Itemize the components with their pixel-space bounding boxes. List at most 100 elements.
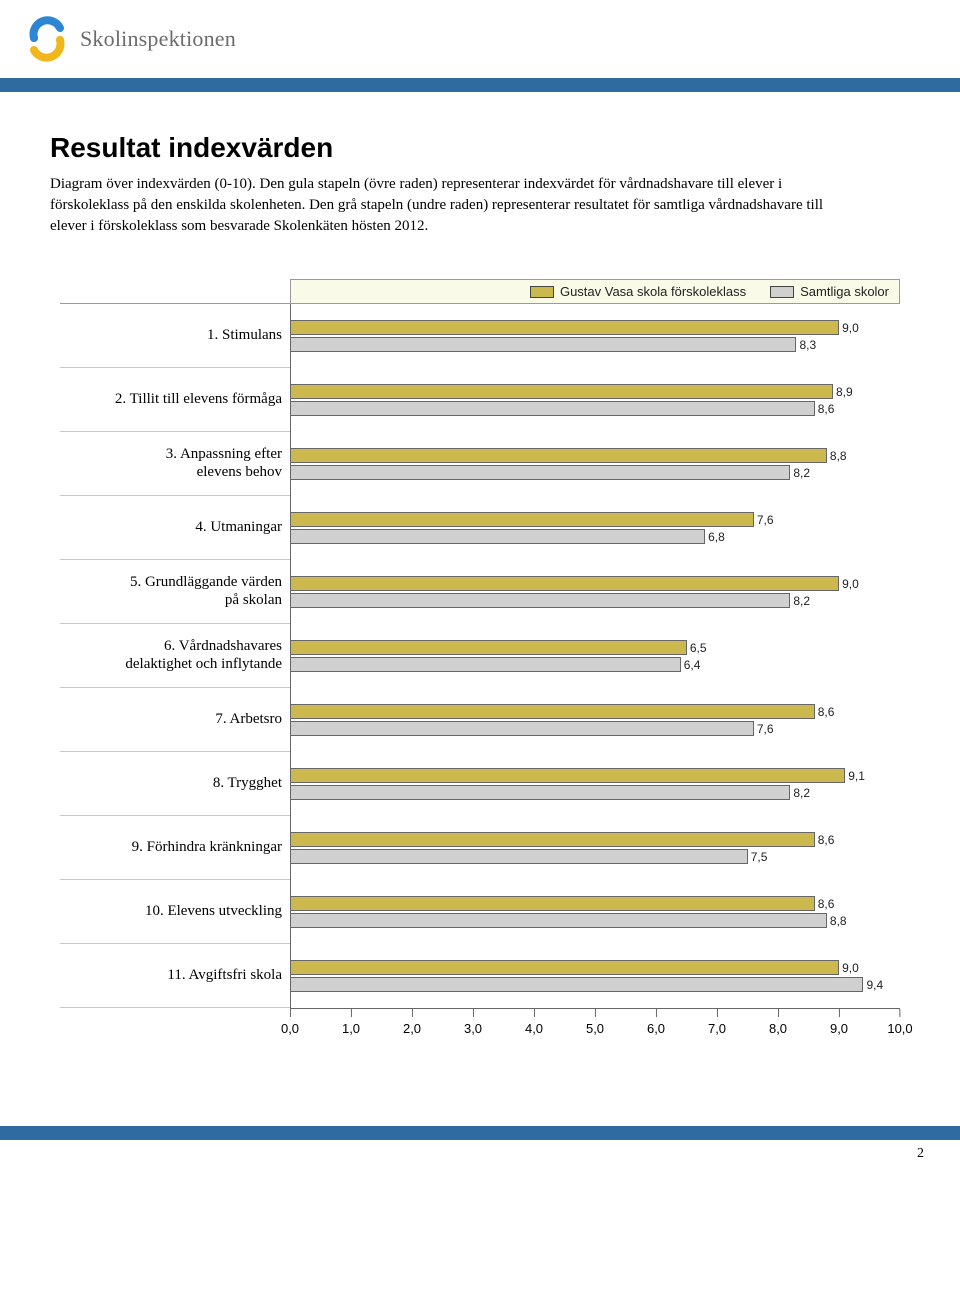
chart: Gustav Vasa skola förskoleklass Samtliga… xyxy=(50,279,910,1046)
x-axis: 0,01,02,03,04,05,06,07,08,09,010,0 xyxy=(60,1008,900,1046)
footer-bar xyxy=(0,1126,960,1140)
x-tick-label: 7,0 xyxy=(708,1021,726,1036)
row-bars: 9,1 8,2 xyxy=(290,752,900,816)
chart-row: 5. Grundläggande värdenpå skolan9,08,2 xyxy=(60,560,900,624)
bar-value-label: 8,6 xyxy=(814,402,835,416)
row-label: 10. Elevens utveckling xyxy=(60,880,290,944)
bar-series1: 9,0 xyxy=(291,576,839,591)
chart-row: 7. Arbetsro8,67,6 xyxy=(60,688,900,752)
row-label: 5. Grundläggande värdenpå skolan xyxy=(60,560,290,624)
row-bars: 9,0 8,3 xyxy=(290,304,900,368)
bar-series2: 7,6 xyxy=(291,721,754,736)
bar-value-label: 8,6 xyxy=(814,897,835,911)
intro-paragraph: Diagram över indexvärden (0-10). Den gul… xyxy=(50,174,830,237)
bar-value-label: 9,0 xyxy=(838,321,859,335)
bar-value-label: 8,3 xyxy=(795,338,816,352)
row-label: 4. Utmaningar xyxy=(60,496,290,560)
legend-label-2: Samtliga skolor xyxy=(800,284,889,299)
x-tick-label: 5,0 xyxy=(586,1021,604,1036)
chart-row: 6. Vårdnadshavaresdelaktighet och inflyt… xyxy=(60,624,900,688)
bar-series1: 8,9 xyxy=(291,384,833,399)
row-bars: 6,5 6,4 xyxy=(290,624,900,688)
bar-series2: 8,2 xyxy=(291,593,790,608)
bar-series2: 9,4 xyxy=(291,977,863,992)
chart-row: 1. Stimulans9,08,3 xyxy=(60,304,900,368)
legend-label-1: Gustav Vasa skola förskoleklass xyxy=(560,284,746,299)
x-tick-label: 3,0 xyxy=(464,1021,482,1036)
bar-series2: 6,8 xyxy=(291,529,705,544)
bar-value-label: 8,9 xyxy=(832,385,853,399)
bar-series1: 9,1 xyxy=(291,768,845,783)
chart-row: 10. Elevens utveckling8,68,8 xyxy=(60,880,900,944)
x-tick: 10,0 xyxy=(887,1009,912,1036)
row-bars: 8,9 8,6 xyxy=(290,368,900,432)
bar-value-label: 8,2 xyxy=(789,786,810,800)
bar-series1: 9,0 xyxy=(291,960,839,975)
x-tick-label: 4,0 xyxy=(525,1021,543,1036)
row-bars: 8,6 7,6 xyxy=(290,688,900,752)
bar-series2: 6,4 xyxy=(291,657,681,672)
chart-row: 11. Avgiftsfri skola9,09,4 xyxy=(60,944,900,1008)
x-tick-label: 6,0 xyxy=(647,1021,665,1036)
bar-value-label: 9,1 xyxy=(844,769,865,783)
row-label: 8. Trygghet xyxy=(60,752,290,816)
x-axis-scale: 0,01,02,03,04,05,06,07,08,09,010,0 xyxy=(290,1008,900,1046)
x-tick: 1,0 xyxy=(342,1009,360,1036)
bar-series1: 7,6 xyxy=(291,512,754,527)
chart-rows: 1. Stimulans9,08,32. Tillit till elevens… xyxy=(60,304,900,1008)
bar-series2: 8,2 xyxy=(291,785,790,800)
bar-series1: 8,6 xyxy=(291,704,815,719)
bar-series2: 7,5 xyxy=(291,849,748,864)
row-bars: 8,6 8,8 xyxy=(290,880,900,944)
legend-wrap: Gustav Vasa skola förskoleklass Samtliga… xyxy=(60,279,900,304)
logo: Skolinspektionen xyxy=(0,0,960,70)
legend-spacer xyxy=(60,279,290,304)
row-bars: 7,6 6,8 xyxy=(290,496,900,560)
x-tick-label: 9,0 xyxy=(830,1021,848,1036)
page-number: 2 xyxy=(0,1140,960,1182)
row-bars: 8,67,5 xyxy=(290,816,900,880)
row-label: 1. Stimulans xyxy=(60,304,290,368)
x-tick: 2,0 xyxy=(403,1009,421,1036)
legend-item-1: Gustav Vasa skola förskoleklass xyxy=(530,284,746,299)
bar-value-label: 8,6 xyxy=(814,705,835,719)
bar-series1: 6,5 xyxy=(291,640,687,655)
bar-value-label: 7,6 xyxy=(753,513,774,527)
bar-value-label: 9,0 xyxy=(838,961,859,975)
x-tick: 8,0 xyxy=(769,1009,787,1036)
row-label: 6. Vårdnadshavaresdelaktighet och inflyt… xyxy=(60,624,290,688)
header-bar xyxy=(0,78,960,92)
bar-series2: 8,2 xyxy=(291,465,790,480)
bar-series1: 9,0 xyxy=(291,320,839,335)
legend-item-2: Samtliga skolor xyxy=(770,284,889,299)
row-label: 11. Avgiftsfri skola xyxy=(60,944,290,1008)
bar-series1: 8,6 xyxy=(291,832,815,847)
x-tick-label: 8,0 xyxy=(769,1021,787,1036)
chart-row: 8. Trygghet9,18,2 xyxy=(60,752,900,816)
bar-value-label: 6,4 xyxy=(680,658,701,672)
page: Skolinspektionen Resultat indexvärden Di… xyxy=(0,0,960,1182)
x-tick: 6,0 xyxy=(647,1009,665,1036)
row-bars: 8,88,2 xyxy=(290,432,900,496)
chart-row: 9. Förhindra kränkningar8,67,5 xyxy=(60,816,900,880)
row-label: 2. Tillit till elevens förmåga xyxy=(60,368,290,432)
bar-value-label: 8,2 xyxy=(789,594,810,608)
bar-value-label: 6,5 xyxy=(686,641,707,655)
x-tick-label: 0,0 xyxy=(281,1021,299,1036)
logo-text: Skolinspektionen xyxy=(80,26,236,52)
x-tick: 9,0 xyxy=(830,1009,848,1036)
legend: Gustav Vasa skola förskoleklass Samtliga… xyxy=(290,279,900,304)
logo-mark-icon xyxy=(20,16,74,62)
x-tick: 7,0 xyxy=(708,1009,726,1036)
bar-series1: 8,6 xyxy=(291,896,815,911)
bar-value-label: 8,2 xyxy=(789,466,810,480)
bar-series2: 8,6 xyxy=(291,401,815,416)
x-tick: 5,0 xyxy=(586,1009,604,1036)
x-tick: 4,0 xyxy=(525,1009,543,1036)
bar-value-label: 8,8 xyxy=(826,914,847,928)
x-tick: 0,0 xyxy=(281,1009,299,1036)
row-bars: 9,0 8,2 xyxy=(290,560,900,624)
bar-value-label: 9,0 xyxy=(838,577,859,591)
chart-row: 2. Tillit till elevens förmåga8,98,6 xyxy=(60,368,900,432)
legend-swatch-1 xyxy=(530,286,554,298)
